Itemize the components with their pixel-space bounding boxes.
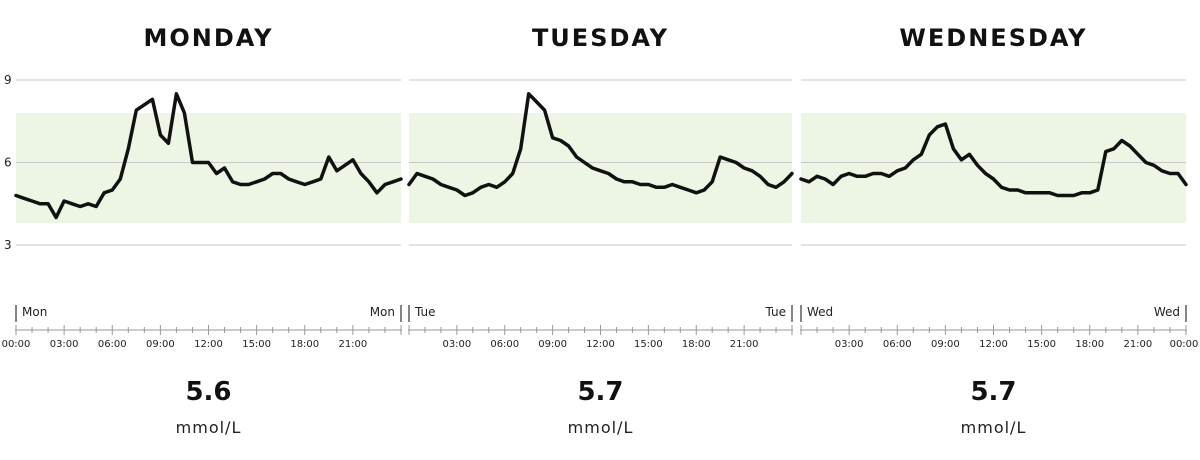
time-tick-label: 12:00: [586, 339, 615, 350]
time-tick-label: 03:00: [835, 339, 864, 350]
target-range-band: [801, 113, 1186, 223]
time-tick-label: 03:00: [50, 339, 79, 350]
average-value: 5.7: [577, 377, 623, 407]
time-tick-label: 21:00: [1123, 339, 1152, 350]
day-title: MONDAY: [144, 24, 274, 52]
time-tick-label: 12:00: [979, 339, 1008, 350]
day-start-label: Wed: [807, 305, 833, 319]
average-value: 5.7: [970, 377, 1016, 407]
time-tick-label: 00:00: [2, 339, 31, 350]
time-tick-label: 09:00: [931, 339, 960, 350]
y-tick-label: 9: [4, 73, 12, 87]
glucose-line: [14, 92, 403, 220]
y-tick-label: 6: [4, 156, 12, 170]
unit-label: mmol/L: [961, 418, 1027, 437]
time-tick-label: 21:00: [730, 339, 759, 350]
day-end-label: Tue: [765, 305, 787, 319]
time-tick-label: 18:00: [682, 339, 711, 350]
time-tick-label: 09:00: [538, 339, 567, 350]
glucose-line: [799, 122, 1188, 198]
day-end-label: Wed: [1154, 305, 1180, 319]
target-range-band: [409, 113, 792, 223]
time-tick-label: 12:00: [194, 339, 223, 350]
time-tick-label: 21:00: [338, 339, 367, 350]
time-tick-label: 15:00: [1027, 339, 1056, 350]
day-start-label: Mon: [22, 305, 47, 319]
time-tick-label: 18:00: [1075, 339, 1104, 350]
average-value: 5.6: [185, 377, 231, 407]
day-title: TUESDAY: [532, 24, 669, 52]
time-tick-label: 06:00: [490, 339, 519, 350]
unit-label: mmol/L: [568, 418, 634, 437]
y-tick-label: 3: [4, 238, 12, 252]
day-start-label: Tue: [414, 305, 436, 319]
day-title: WEDNESDAY: [899, 24, 1087, 52]
time-tick-label: 00:00: [1170, 339, 1199, 350]
time-tick-label: 15:00: [634, 339, 663, 350]
time-tick-label: 09:00: [146, 339, 175, 350]
time-tick-label: 15:00: [242, 339, 271, 350]
day-end-label: Mon: [370, 305, 395, 319]
unit-label: mmol/L: [176, 418, 242, 437]
time-tick-label: 03:00: [442, 339, 471, 350]
time-tick-label: 06:00: [98, 339, 127, 350]
glucose-line: [407, 92, 794, 198]
time-tick-label: 06:00: [883, 339, 912, 350]
time-tick-label: 18:00: [290, 339, 319, 350]
